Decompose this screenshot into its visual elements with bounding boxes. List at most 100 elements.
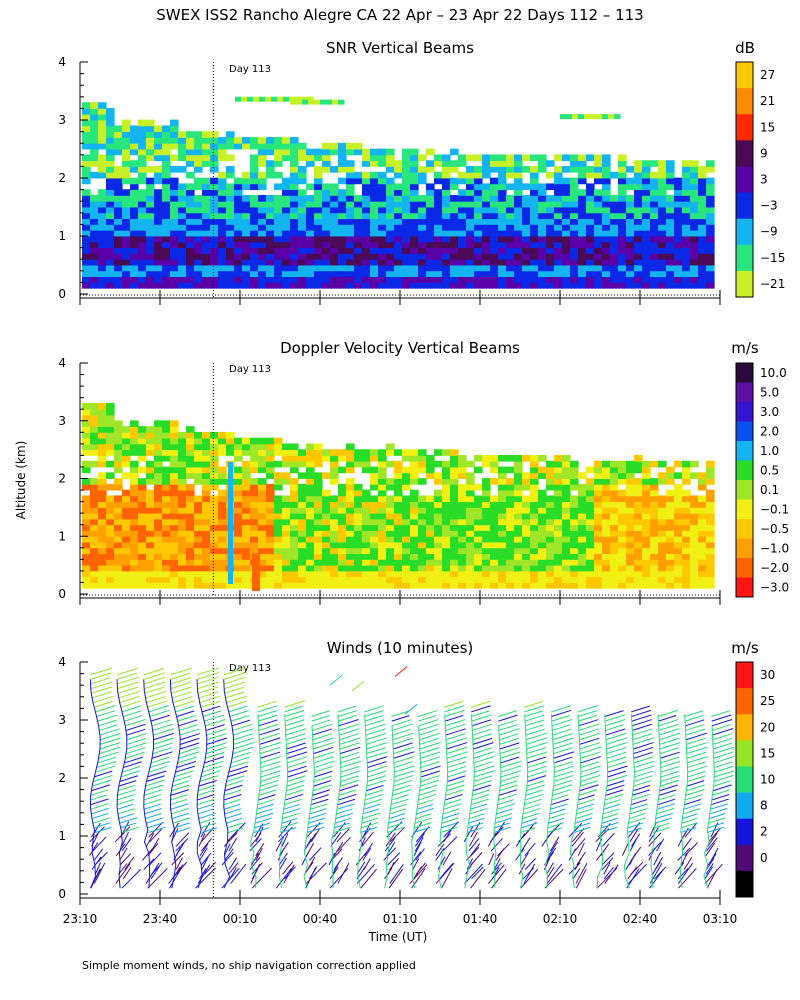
snr-cell bbox=[474, 264, 483, 272]
doppler-cell bbox=[690, 506, 699, 514]
doppler-cell bbox=[586, 483, 595, 491]
wind-barb bbox=[283, 803, 300, 810]
doppler-cell bbox=[570, 582, 579, 589]
snr-cell bbox=[682, 224, 691, 231]
snr-cell bbox=[210, 206, 219, 214]
doppler-cell bbox=[362, 553, 371, 560]
snr-cell bbox=[410, 235, 419, 243]
wind-barb bbox=[284, 798, 302, 806]
snr-cell bbox=[634, 195, 643, 202]
doppler-cell bbox=[330, 582, 339, 589]
snr-cell bbox=[194, 142, 203, 150]
doppler-cell bbox=[186, 535, 195, 543]
snr-cell bbox=[546, 247, 555, 254]
doppler-cell bbox=[122, 547, 131, 555]
snr-cell bbox=[570, 177, 579, 185]
doppler-cell bbox=[522, 582, 531, 589]
wind-barb bbox=[648, 832, 662, 847]
wind-barb bbox=[714, 774, 734, 782]
snr-cell bbox=[426, 247, 435, 254]
snr-cell bbox=[466, 206, 475, 214]
doppler-cell bbox=[202, 524, 211, 531]
doppler-cell bbox=[474, 495, 483, 503]
doppler-cell bbox=[122, 489, 131, 497]
doppler-cell bbox=[554, 535, 563, 543]
doppler-cell bbox=[130, 506, 139, 514]
doppler-cell bbox=[570, 483, 579, 491]
snr-cell bbox=[442, 189, 451, 196]
doppler-cell bbox=[650, 535, 659, 543]
snr-cell bbox=[82, 270, 91, 278]
doppler-cell bbox=[186, 449, 195, 456]
snr-cell bbox=[98, 264, 107, 272]
snr-cell bbox=[570, 206, 579, 214]
doppler-cell bbox=[674, 541, 683, 549]
snr-cell bbox=[522, 212, 531, 220]
snr-cell bbox=[490, 264, 499, 272]
snr-cell bbox=[338, 247, 347, 254]
doppler-cell bbox=[210, 564, 219, 572]
doppler-cell bbox=[546, 501, 555, 508]
snr-cell bbox=[426, 282, 435, 289]
doppler-cell bbox=[450, 530, 459, 537]
snr-cell bbox=[378, 189, 387, 196]
snr-colorbar-swatch bbox=[736, 192, 753, 220]
doppler-cell bbox=[674, 582, 683, 589]
doppler-cell bbox=[378, 558, 387, 566]
doppler-cell bbox=[626, 472, 635, 479]
wind-barb bbox=[621, 843, 629, 856]
wind-barb bbox=[119, 775, 139, 782]
doppler-cell bbox=[298, 449, 307, 456]
doppler-cell bbox=[130, 501, 139, 508]
wind-barb bbox=[654, 856, 664, 870]
doppler-cell bbox=[170, 478, 179, 485]
doppler-cell bbox=[530, 553, 539, 560]
snr-cell bbox=[210, 200, 219, 208]
snr-cell bbox=[146, 125, 155, 133]
snr-cell bbox=[650, 206, 659, 214]
snr-cell bbox=[706, 212, 715, 220]
wind-barb bbox=[684, 842, 698, 857]
snr-cell bbox=[354, 247, 363, 254]
doppler-cell bbox=[290, 530, 299, 537]
wind-barb bbox=[471, 705, 491, 713]
snr-cell bbox=[242, 282, 251, 289]
snr-cell bbox=[698, 258, 707, 266]
snr-cell bbox=[306, 200, 315, 208]
snr-cell bbox=[530, 171, 539, 179]
doppler-cell bbox=[530, 506, 539, 514]
snr-cell bbox=[434, 270, 443, 278]
doppler-cell bbox=[346, 460, 355, 468]
wind-barb bbox=[284, 715, 304, 722]
snr-cell bbox=[522, 264, 531, 272]
snr-cell bbox=[330, 195, 339, 202]
doppler-cell bbox=[202, 495, 211, 503]
doppler-cell bbox=[138, 431, 147, 439]
snr-cell bbox=[322, 154, 331, 162]
doppler-cell bbox=[418, 535, 427, 543]
doppler-cell bbox=[682, 553, 691, 560]
snr-cell bbox=[482, 218, 491, 225]
wind-barb bbox=[520, 822, 538, 829]
doppler-cell bbox=[210, 449, 219, 456]
snr-cell bbox=[642, 160, 651, 167]
snr-cell bbox=[610, 171, 619, 179]
snr-cell bbox=[706, 264, 715, 272]
doppler-cell bbox=[706, 466, 715, 474]
doppler-cell bbox=[186, 553, 195, 560]
snr-cell bbox=[266, 229, 275, 237]
snr-cell bbox=[506, 241, 515, 249]
doppler-cell bbox=[82, 443, 91, 451]
snr-cell bbox=[666, 270, 675, 278]
snr-cell bbox=[650, 276, 659, 283]
snr-cell bbox=[258, 148, 267, 156]
snr-cell bbox=[506, 253, 515, 260]
doppler-cell bbox=[138, 426, 147, 433]
doppler-cell bbox=[106, 541, 115, 549]
doppler-cell bbox=[642, 570, 651, 578]
doppler-cell bbox=[698, 570, 707, 578]
doppler-panel-title: Doppler Velocity Vertical Beams bbox=[280, 339, 520, 357]
snr-cell bbox=[442, 253, 451, 260]
snr-cell bbox=[402, 270, 411, 278]
doppler-cell bbox=[210, 478, 219, 485]
